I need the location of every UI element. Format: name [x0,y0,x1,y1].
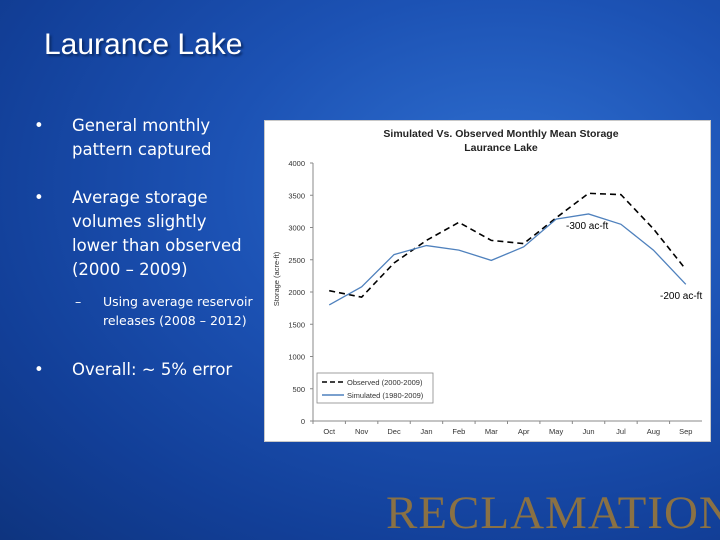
x-tick-label: Oct [323,427,336,436]
y-tick-label: 1000 [288,353,305,362]
y-tick-label: 3500 [288,191,305,200]
y-tick-label: 3000 [288,224,305,233]
x-tick-label: Aug [647,427,660,436]
y-tick-label: 0 [301,417,305,426]
x-tick-label: Jan [420,427,432,436]
chart-title: Simulated Vs. Observed Monthly Mean Stor… [383,128,618,140]
x-tick-label: Dec [387,427,401,436]
y-tick-label: 1500 [288,320,305,329]
x-tick-label: Jun [582,427,594,436]
reclamation-logo: RECLAMATION [386,487,720,539]
sub-bullet-item: – Using average reservoir releases (2008… [30,293,255,330]
y-tick-label: 500 [292,385,305,394]
sub-bullet-glyph: – [75,294,82,309]
y-axis-label: Storage (acre-ft) [272,251,281,306]
x-tick-label: Apr [518,427,530,436]
annotation-observed-diff-end: -200 ac-ft [660,291,703,302]
x-tick-label: Feb [452,427,465,436]
y-tick-label: 2000 [288,288,305,297]
bullet-text: General monthly pattern captured [72,116,212,159]
legend-box [316,372,434,404]
y-tick-label: 4000 [288,159,305,168]
slide-title: Laurance Lake [44,28,243,61]
x-tick-label: Sep [679,427,692,436]
chart-subtitle: Laurance Lake [464,142,538,154]
x-tick-label: May [549,427,563,436]
x-tick-label: Jul [616,427,626,436]
bullet-glyph: • [34,188,44,207]
storage-chart: Simulated Vs. Observed Monthly Mean Stor… [272,128,702,436]
bullet-item: • General monthly pattern captured [30,114,255,162]
bullet-text: Overall: ~ 5% error [72,360,233,379]
bullet-text: Average storage volumes slightly lower t… [72,188,242,279]
x-tick-label: Nov [355,427,369,436]
bullet-item: • Average storage volumes slightly lower… [30,186,255,282]
bullet-glyph: • [34,360,44,379]
chart-panel: Simulated Vs. Observed Monthly Mean Stor… [264,120,711,442]
bullet-list: • General monthly pattern captured • Ave… [30,114,255,406]
legend-label: Observed (2000-2009) [347,378,423,387]
series-line-simulated [328,213,687,306]
bullet-glyph: • [34,116,44,135]
series-line-observed [329,192,687,299]
bullet-item: • Overall: ~ 5% error [30,358,255,382]
legend-label: Simulated (1980-2009) [347,391,424,400]
y-tick-label: 2500 [288,256,305,265]
sub-bullet-text: Using average reservoir releases (2008 –… [103,294,253,328]
x-tick-label: Mar [485,427,498,436]
annotation-observed-diff: -300 ac-ft [566,221,609,232]
